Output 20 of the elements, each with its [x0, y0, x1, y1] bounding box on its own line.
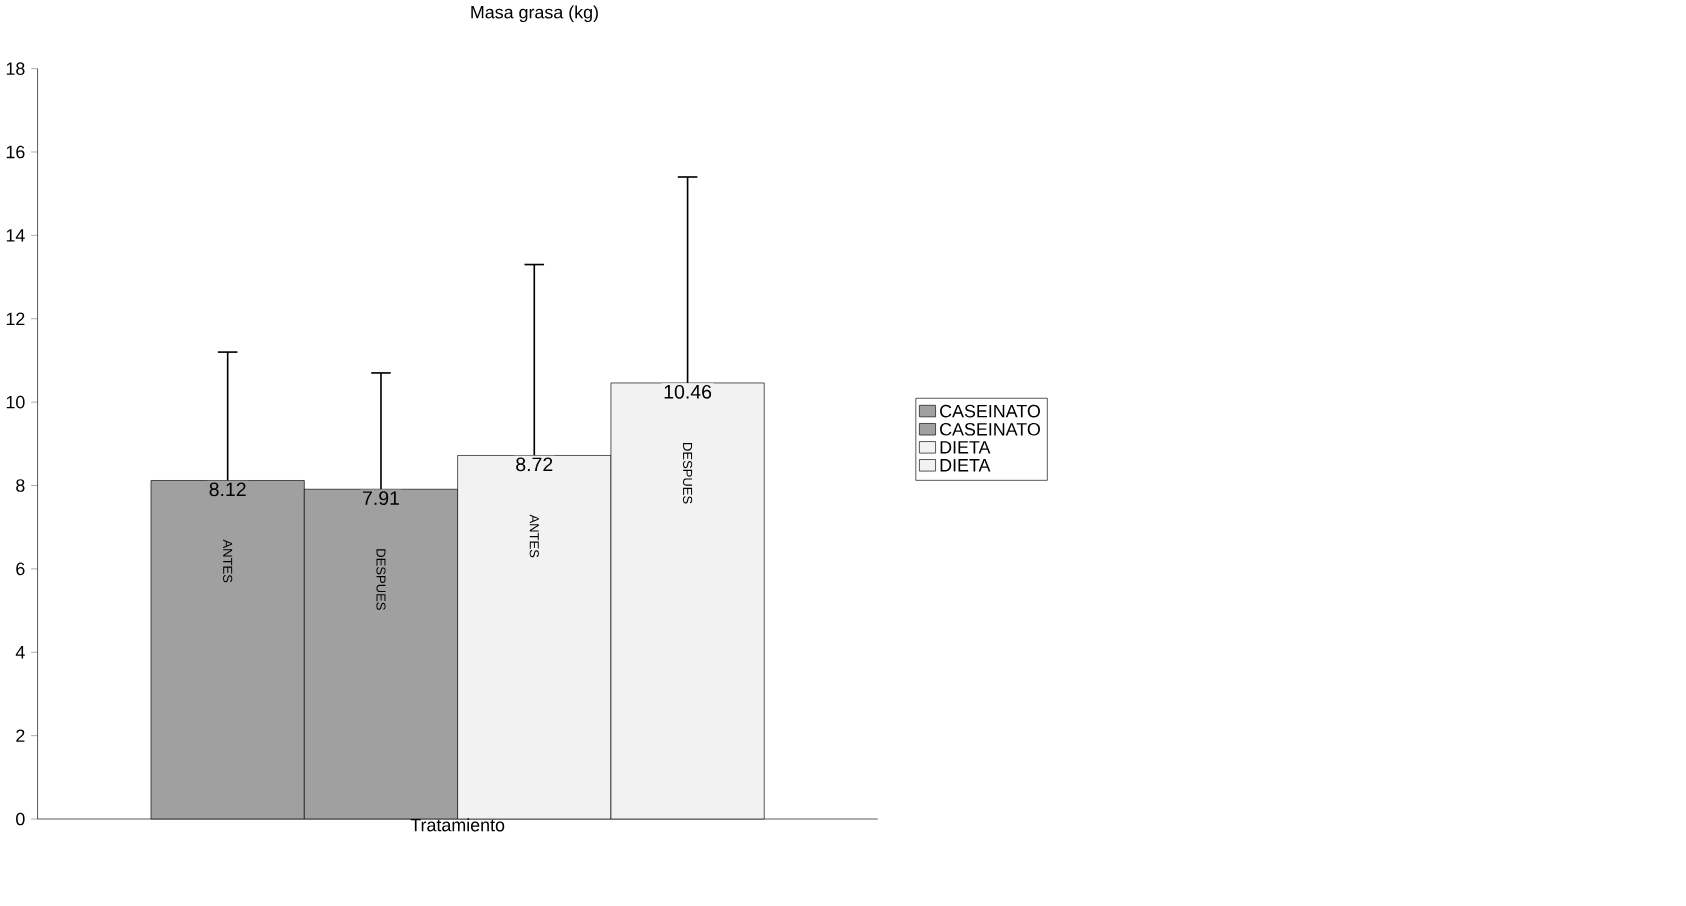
data-label: 7.91	[362, 491, 399, 506]
data-label: 8.72	[516, 457, 553, 472]
legend-label: CASEINATO	[940, 423, 1040, 436]
y-tick-label: 6	[16, 562, 25, 576]
legend-label: DIETA	[940, 459, 991, 472]
legend-label: DIETA	[940, 441, 991, 454]
y-tick-label: 2	[16, 729, 25, 743]
y-tick-label: 4	[15, 646, 25, 659]
data-label: 10.46	[664, 385, 712, 399]
x-axis-title: Tratamiento	[410, 818, 505, 832]
y-tick-label: 8	[16, 479, 25, 493]
y-tick-label: 12	[6, 312, 25, 326]
y-axis-title: Masa grasa (kg)	[471, 5, 598, 23]
y-tick-label: 10	[6, 396, 25, 409]
legend-label: CASEINATO	[940, 405, 1040, 418]
y-tick-label: 18	[6, 62, 25, 76]
y-tick-label: 14	[6, 229, 25, 242]
y-tick-label: 16	[6, 145, 25, 159]
y-tick-label: 0	[16, 812, 25, 826]
data-label: 8.12	[209, 482, 246, 497]
